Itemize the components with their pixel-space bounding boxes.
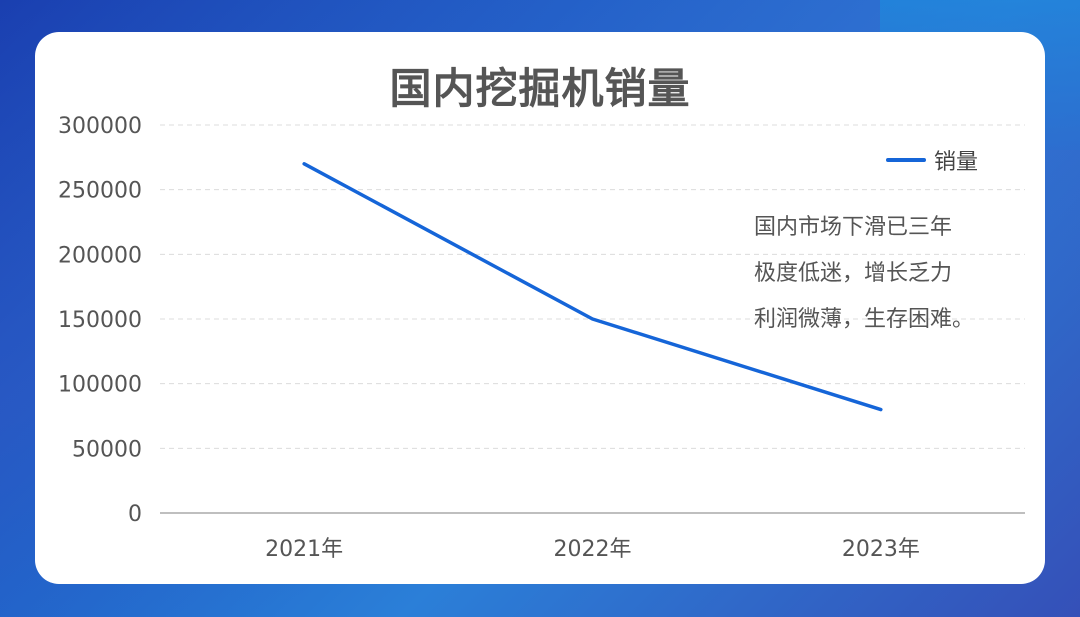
y-tick-label: 50000 (72, 437, 142, 462)
y-tick-label: 100000 (58, 373, 142, 398)
x-tick-label: 2021年 (265, 537, 343, 562)
x-axis-ticks: 2021年 2022年 2023年 (265, 537, 920, 562)
legend-label: 销量 (934, 150, 979, 175)
annotation-line-1: 国内市场下滑已三年 (754, 215, 953, 240)
x-tick-label: 2023年 (842, 537, 920, 562)
y-tick-label: 150000 (58, 308, 142, 333)
annotation-line-3: 利润微薄，生存困难。 (754, 307, 975, 332)
y-tick-label: 0 (128, 502, 142, 527)
y-axis-ticks: 0 50000 100000 150000 200000 250000 300000 (58, 114, 142, 527)
y-tick-label: 250000 (58, 179, 142, 204)
y-tick-label: 200000 (58, 243, 142, 268)
y-tick-label: 300000 (58, 114, 142, 139)
series-line-sales (302, 162, 883, 412)
chart-title: 国内挖掘机销量 (389, 64, 691, 113)
legend-swatch (886, 158, 926, 162)
legend: 销量 (886, 144, 978, 176)
chart-card (35, 32, 1045, 584)
annotation-text: 国内市场下滑已三年 极度低迷，增长乏力 利润微薄，生存困难。 (754, 205, 1054, 343)
grid-layer (160, 124, 1025, 449)
annotation-line-2: 极度低迷，增长乏力 (754, 261, 953, 286)
x-tick-label: 2022年 (554, 537, 632, 562)
